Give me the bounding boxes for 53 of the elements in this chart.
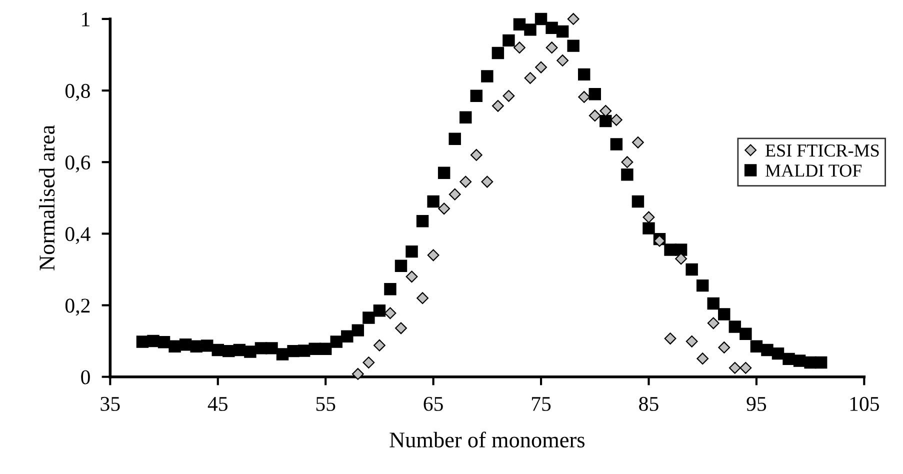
legend-label: ESI FTICR-MS: [766, 144, 879, 157]
point: [642, 211, 655, 224]
x-axis-title: Number of monomers: [390, 432, 584, 448]
point: [514, 42, 526, 54]
point: [718, 342, 730, 354]
point: [492, 100, 504, 112]
point: [427, 249, 440, 262]
point: [374, 339, 386, 352]
y-tick-label: 1: [82, 12, 90, 26]
x-tick-label: 55: [316, 397, 336, 411]
y-tick-label: 0,2: [65, 298, 90, 316]
point: [524, 72, 536, 84]
x-tick-label: 95: [746, 396, 766, 411]
x-tick-label: 105: [850, 396, 879, 411]
point: [556, 54, 569, 66]
point: [621, 156, 634, 168]
x-tick-label: 75: [532, 397, 551, 411]
point: [567, 13, 580, 25]
legend-label: MALDI TOF: [766, 164, 862, 177]
point: [406, 270, 418, 283]
point: [578, 91, 590, 103]
point: [481, 176, 494, 188]
x-tick-label: 85: [639, 396, 658, 411]
point: [470, 148, 482, 161]
point: [610, 114, 622, 126]
point: [664, 332, 676, 344]
point: [448, 188, 461, 200]
point: [632, 136, 644, 148]
point: [416, 292, 428, 304]
point: [546, 42, 558, 54]
x-tick-label: 35: [100, 396, 120, 411]
y-tick-label: 0: [81, 370, 90, 384]
point: [600, 104, 612, 117]
point: [352, 368, 364, 380]
point: [395, 322, 407, 334]
point: [686, 335, 698, 348]
point: [384, 307, 396, 320]
point: [438, 202, 450, 215]
point: [588, 110, 601, 122]
point: [460, 176, 472, 188]
point: [362, 356, 375, 368]
y-tick-label: 0,8: [65, 84, 90, 101]
y-tick-label: 0,6: [65, 155, 90, 173]
point: [707, 317, 720, 330]
point: [502, 90, 515, 102]
x-tick-label: 65: [424, 396, 443, 411]
y-axis-title: Normalised area: [38, 125, 55, 270]
x-tick-label: 45: [208, 397, 228, 411]
point: [740, 362, 752, 374]
y-tick-label: 0,4: [65, 227, 90, 244]
point: [535, 61, 547, 74]
point: [696, 352, 709, 365]
point: [728, 362, 741, 374]
